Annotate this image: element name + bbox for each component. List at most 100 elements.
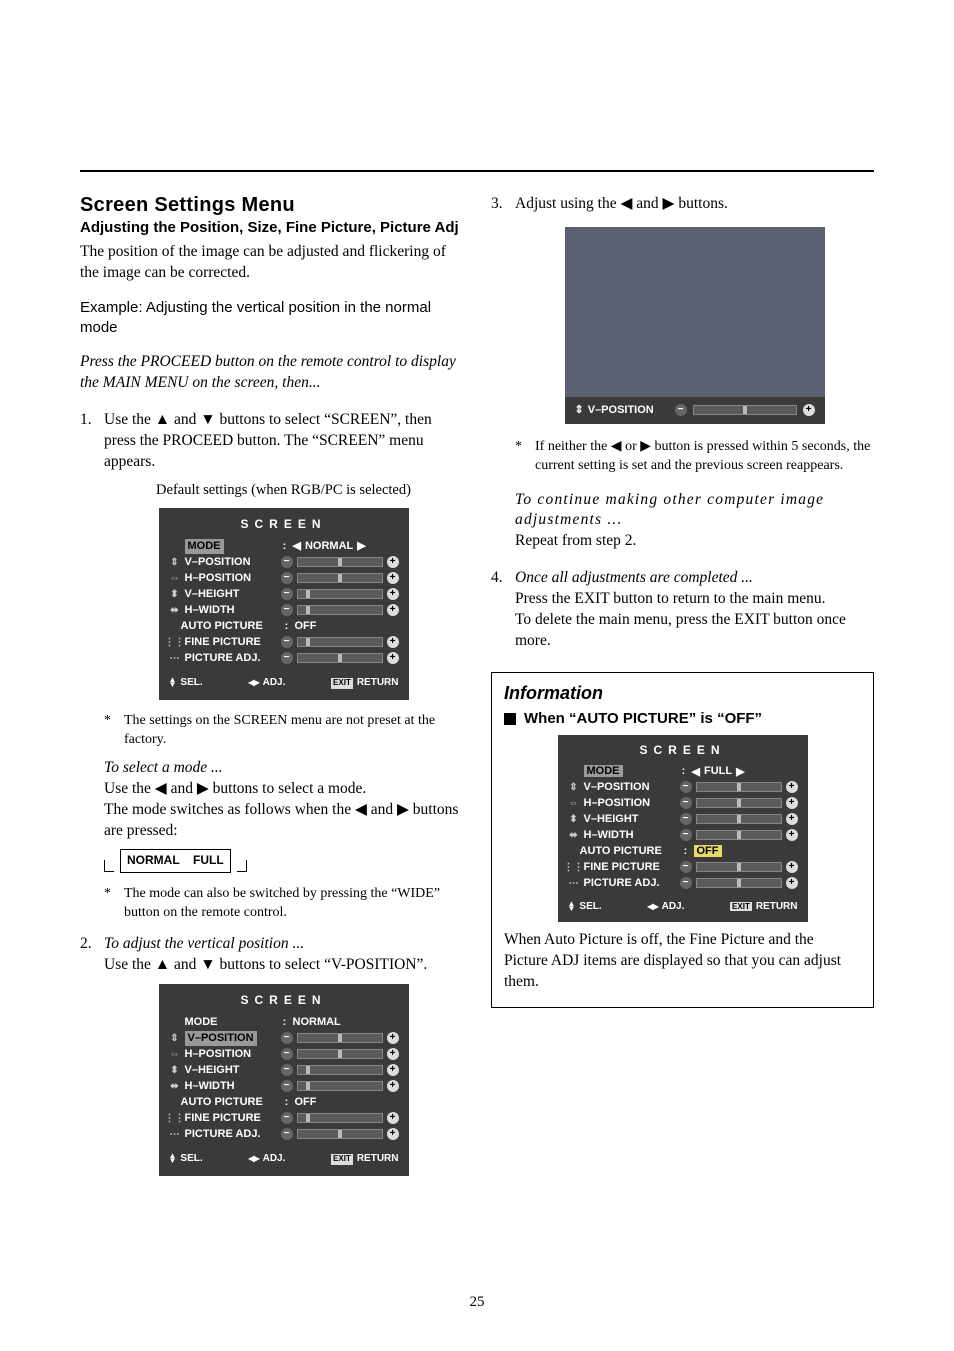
- plus-icon: +: [387, 1064, 399, 1076]
- mode-flow: NORMAL FULL: [104, 849, 463, 872]
- plus-icon: +: [387, 1080, 399, 1092]
- osd-row-hwidth: ⬌H–WIDTH−+: [169, 1078, 399, 1094]
- minus-icon: −: [281, 556, 293, 568]
- plus-icon: +: [387, 652, 399, 664]
- default-caption: Default settings (when RGB/PC is selecte…: [104, 481, 463, 501]
- minus-icon: −: [680, 829, 692, 841]
- exit-icon: EXIT: [331, 1154, 353, 1165]
- osd-row-hpos: ⇔H–POSITION−+: [169, 570, 399, 586]
- osd-footer: SEL. ADJ. EXITRETURN: [169, 1152, 399, 1166]
- osd-2-wrap: SCREEN MODE : NORMAL ⇕V–POSITION−+ ⇔H–PO…: [104, 984, 463, 1176]
- to-select-mode-c: The mode switches as follows when the ◀ …: [104, 800, 463, 842]
- plus-icon: +: [387, 572, 399, 584]
- osd-3-wrap: SCREEN MODE : ◀FULL▶ ⇕V–POSITION−+ ⇔H–PO…: [504, 735, 861, 922]
- slider-bar: [297, 653, 383, 663]
- fine-icon: ⋮⋮: [568, 861, 580, 873]
- step-3: 3. Adjust using the ◀ and ▶ buttons. ⇕V–…: [491, 194, 874, 552]
- plus-icon: +: [387, 1032, 399, 1044]
- minus-icon: −: [675, 404, 687, 416]
- row-label: V–HEIGHT: [185, 1063, 277, 1078]
- tri-left-icon: ◀: [293, 539, 301, 554]
- step-4-c: To delete the main menu, press the EXIT …: [515, 611, 846, 649]
- strip-label: V–POSITION: [588, 403, 654, 418]
- auto-value: OFF: [694, 845, 722, 857]
- slider-bar: [696, 782, 782, 792]
- section-heading: Screen Settings Menu: [80, 194, 463, 217]
- section-subheading: Adjusting the Position, Size, Fine Pictu…: [80, 219, 463, 238]
- fine-label: FINE PICTURE: [185, 635, 277, 650]
- step-number: 3.: [491, 194, 509, 552]
- flow-corner-right: [237, 860, 247, 872]
- right-column: 3. Adjust using the ◀ and ▶ buttons. ⇕V–…: [491, 194, 874, 1176]
- osd-1-title: SCREEN: [169, 516, 399, 532]
- footer-sel: SEL.: [180, 1152, 202, 1166]
- osd-row-auto: AUTO PICTURE:OFF: [169, 618, 399, 634]
- mode-value: NORMAL: [293, 1015, 399, 1030]
- plus-icon: +: [786, 813, 798, 825]
- slider-bar: [696, 862, 782, 872]
- osd-3-mode-row: MODE : ◀FULL▶: [568, 763, 798, 779]
- osd-1-wrap: SCREEN MODE : ◀NORMAL▶ ⇕V–POSITION−+ ⇔H–…: [104, 508, 463, 700]
- footer-adj: ADJ.: [662, 901, 685, 912]
- plus-icon: +: [387, 1112, 399, 1124]
- minus-icon: −: [680, 797, 692, 809]
- osd-row-hpos: ⇔H–POSITION−+: [169, 1046, 399, 1062]
- minus-icon: −: [281, 604, 293, 616]
- page-number: 25: [0, 1294, 954, 1311]
- intro-text: The position of the image can be adjuste…: [80, 242, 463, 284]
- plus-icon: +: [387, 556, 399, 568]
- footer-sel: SEL.: [180, 676, 202, 690]
- slider-bar: [297, 1065, 383, 1075]
- step-2-b: Use the ▲ and ▼ buttons to select “V-POS…: [104, 956, 427, 973]
- vpos-icon: ⇕: [568, 781, 580, 793]
- footer-return: RETURN: [756, 901, 798, 912]
- row-label: V–POSITION: [185, 555, 277, 570]
- plus-icon: +: [803, 404, 815, 416]
- minus-icon: −: [281, 1112, 293, 1124]
- step-2: 2. To adjust the vertical position ... U…: [80, 934, 463, 1176]
- vpos-icon: ⇕: [575, 403, 584, 418]
- strip-wrap: ⇕ V–POSITION − +: [515, 227, 874, 424]
- minus-icon: −: [281, 572, 293, 584]
- fine-icon: ⋮⋮: [169, 636, 181, 648]
- hwidth-icon: ⬌: [169, 604, 181, 616]
- blank-icon: [169, 1016, 181, 1028]
- plus-icon: +: [786, 861, 798, 873]
- minus-icon: −: [281, 1128, 293, 1140]
- minus-icon: −: [281, 1064, 293, 1076]
- slider-bar: [297, 1081, 383, 1091]
- osd-row-hwidth: ⬌H–WIDTH−+: [568, 827, 798, 843]
- plus-icon: +: [786, 829, 798, 841]
- footer-return: RETURN: [357, 676, 399, 690]
- osd-row-vheight: ⬍V–HEIGHT−+: [169, 1062, 399, 1078]
- osd-row-vpos: ⇕ V–POSITION− +: [169, 554, 399, 570]
- plus-icon: +: [387, 588, 399, 600]
- osd-row-padj: ⋯PICTURE ADJ.−+: [169, 1126, 399, 1142]
- plus-icon: +: [786, 877, 798, 889]
- exit-icon: EXIT: [331, 678, 353, 689]
- lr-icon: [248, 1152, 258, 1166]
- lr-icon: [248, 676, 258, 690]
- info-title: Information: [504, 683, 861, 704]
- blank-icon: [169, 540, 181, 552]
- continue-b: Repeat from step 2.: [515, 531, 874, 552]
- minus-icon: −: [680, 877, 692, 889]
- osd-row-auto: AUTO PICTURE:OFF: [169, 1094, 399, 1110]
- vheight-icon: ⬍: [169, 588, 181, 600]
- note-3-text: If neither the ◀ or ▶ button is pressed …: [535, 438, 874, 476]
- vpos-icon: ⇕: [169, 556, 181, 568]
- row-label: H–WIDTH: [185, 1079, 277, 1094]
- footer-return: RETURN: [357, 1152, 399, 1166]
- minus-icon: −: [281, 652, 293, 664]
- padj-icon: ⋯: [169, 652, 181, 664]
- tri-right-icon: ▶: [357, 539, 365, 554]
- to-select-mode-b: Use the ◀ and ▶ buttons to select a mode…: [104, 779, 463, 800]
- step-1-text: Use the ▲ and ▼ buttons to select “SCREE…: [104, 411, 432, 470]
- osd-2-title: SCREEN: [169, 992, 399, 1008]
- plus-icon: +: [786, 797, 798, 809]
- note-1-text: The settings on the SCREEN menu are not …: [124, 712, 463, 750]
- padj-label: PICTURE ADJ.: [185, 1127, 277, 1142]
- auto-value: OFF: [295, 1095, 399, 1110]
- continue-a: To continue making other computer image …: [515, 490, 874, 532]
- padj-icon: ⋯: [568, 877, 580, 889]
